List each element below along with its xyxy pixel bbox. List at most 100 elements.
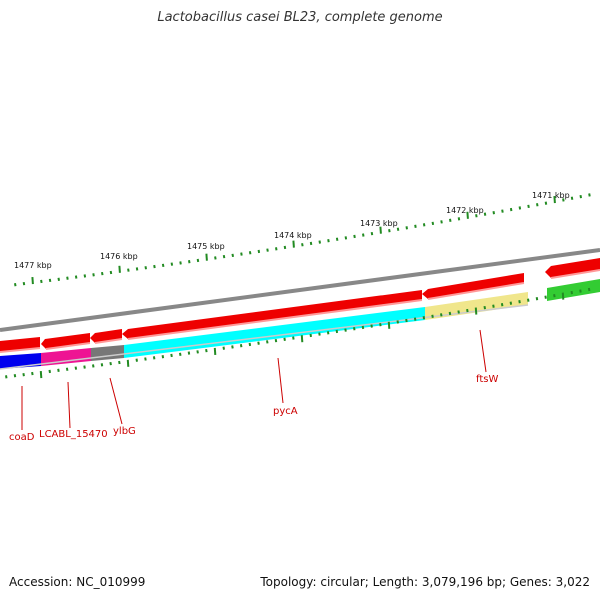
ruler-tick (379, 226, 382, 234)
kbp-label: 1475 kbp (187, 242, 225, 251)
ruler-tick (257, 249, 261, 254)
ruler-tick (509, 207, 513, 212)
ruler-tick (74, 366, 78, 370)
ruler-tick (109, 361, 112, 366)
ruler-tick (300, 335, 304, 343)
ruler-tick (152, 356, 156, 360)
ruler-tick (501, 209, 504, 213)
ruler-tick (527, 204, 530, 209)
gene-block-LCABL_15470 (41, 348, 91, 366)
ruler-tick (266, 340, 269, 344)
ruler-tick (379, 322, 382, 327)
ruler-tick (335, 329, 339, 334)
kbp-label: 1473 kbp (360, 219, 398, 228)
ruler-tick (405, 226, 408, 230)
ruler-tick (205, 253, 208, 261)
ruler-tick (570, 290, 573, 295)
kbp-label: 1471 kbp (532, 191, 570, 200)
ruler-tick (518, 206, 522, 210)
ruler-tick (5, 375, 8, 379)
gene-block-ylbG (91, 345, 124, 361)
ruler-tick (118, 265, 121, 273)
ruler-tick (118, 360, 121, 365)
ruler-tick (362, 233, 365, 237)
ruler-tick (161, 355, 165, 359)
ruler-tick (161, 263, 165, 268)
ruler-tick (179, 261, 182, 265)
kbp-label: 1476 kbp (100, 252, 138, 261)
ruler-tick (474, 307, 478, 315)
ruler-tick (466, 308, 469, 313)
ruler-tick (492, 211, 495, 215)
ruler-tick (266, 248, 269, 252)
ruler-tick (170, 262, 174, 266)
ruler-tick (188, 260, 191, 264)
ruler-tick (587, 287, 591, 292)
kbp-label: 1472 kbp (446, 206, 484, 215)
ruler-tick (370, 231, 374, 236)
ruler-tick (422, 223, 426, 227)
ruler-tick (222, 254, 226, 259)
ruler-tick (309, 241, 313, 246)
ruler-tick (48, 369, 51, 374)
cds-arrow (545, 258, 600, 278)
cds-arrow (422, 273, 524, 299)
gene-label-ftsW: ftsW (476, 374, 498, 385)
ruler-tick (431, 314, 434, 318)
ruler-tick (335, 237, 339, 241)
accession-text: Accession: NC_010999 (9, 575, 146, 589)
ruler-tick (544, 295, 547, 299)
ruler-tick (449, 218, 452, 223)
ruler-tick (127, 268, 130, 272)
ruler-tick (405, 318, 408, 323)
cds-track-upper (0, 258, 600, 353)
ruler-tick (205, 348, 208, 353)
ruler-tick (553, 293, 556, 298)
ruler-tick (283, 245, 287, 250)
ruler-tick (213, 347, 217, 355)
ruler-tick (248, 251, 252, 255)
ruler-tick (301, 243, 304, 247)
ruler-tick (370, 324, 373, 328)
ruler-tick (257, 341, 260, 345)
ruler-tick (422, 316, 426, 320)
ruler-tick (448, 311, 452, 316)
ruler-tick (509, 301, 513, 305)
ruler-tick (570, 196, 574, 200)
ruler-tick (536, 203, 539, 207)
ruler-tick (40, 279, 43, 284)
ruler-tick (248, 342, 252, 347)
ruler-tick (431, 221, 435, 226)
ruler-tick (31, 371, 34, 376)
ruler-tick (344, 236, 348, 240)
map-title: Lactobacillus casei BL23, complete genom… (157, 10, 443, 25)
gene-label-LCABL_15470: LCABL_15470 (39, 429, 108, 440)
ruler-tick (318, 240, 321, 244)
gene-labels: coaD LCABL_15470 ylbG pycA ftsW (9, 374, 498, 443)
genome-summary-text: Topology: circular; Length: 3,079,196 bp… (260, 575, 590, 589)
ruler-tick (562, 198, 565, 202)
ruler-tick (196, 350, 199, 354)
ruler-tick (553, 195, 556, 204)
ruler-tick (135, 267, 139, 271)
ruler-tick (196, 258, 200, 263)
ruler-tick (240, 252, 243, 256)
ruler-tick (588, 193, 591, 197)
ruler-tick (153, 264, 156, 269)
ruler-tick (353, 327, 356, 331)
cds-arrow (41, 333, 90, 349)
ruler-tick (318, 332, 321, 336)
ruler-tick (14, 283, 17, 287)
ruler-tick (561, 292, 565, 300)
gene-block-green (547, 279, 600, 301)
ruler-tick (239, 344, 243, 348)
gene-label-leaders (21, 329, 487, 430)
ruler-tick (83, 365, 86, 369)
ruler-tick (83, 274, 87, 278)
ruler-tick (326, 331, 330, 335)
ruler-tick (144, 266, 147, 270)
ruler-tick (457, 217, 461, 221)
ruler-tick (66, 276, 69, 280)
ruler-tick (440, 313, 443, 317)
